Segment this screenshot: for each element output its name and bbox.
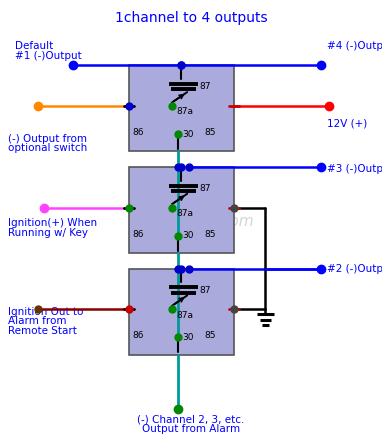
Text: 12V (+): 12V (+) bbox=[327, 119, 367, 129]
Text: Default: Default bbox=[15, 42, 53, 51]
Text: 30: 30 bbox=[182, 333, 194, 342]
Text: (-) Output from: (-) Output from bbox=[8, 134, 87, 144]
Text: #2 (-)Output: #2 (-)Output bbox=[327, 264, 382, 274]
Text: #4 (-)Output: #4 (-)Output bbox=[327, 42, 382, 51]
Text: 87: 87 bbox=[199, 184, 211, 193]
Text: 1channel to 4 outputs: 1channel to 4 outputs bbox=[115, 11, 267, 25]
Text: Alarm from: Alarm from bbox=[8, 316, 66, 326]
Text: 85: 85 bbox=[205, 331, 216, 340]
Text: 85: 85 bbox=[205, 229, 216, 239]
Text: Output from Alarm: Output from Alarm bbox=[142, 424, 240, 434]
Text: 87: 87 bbox=[199, 286, 211, 295]
Text: the12volt.com: the12volt.com bbox=[143, 213, 254, 229]
Text: (-) Channel 2, 3, etc.: (-) Channel 2, 3, etc. bbox=[137, 414, 245, 424]
Text: 87: 87 bbox=[199, 82, 211, 91]
Bar bbox=[129, 167, 234, 253]
Bar bbox=[129, 65, 234, 151]
Text: #3 (-)Output: #3 (-)Output bbox=[327, 164, 382, 174]
Text: 85: 85 bbox=[205, 128, 216, 137]
Text: 86: 86 bbox=[132, 128, 144, 137]
Text: 86: 86 bbox=[132, 331, 144, 340]
Text: Ignition(+) When: Ignition(+) When bbox=[8, 218, 97, 228]
Text: 87a: 87a bbox=[176, 311, 194, 320]
Text: 87a: 87a bbox=[176, 107, 194, 116]
Text: optional switch: optional switch bbox=[8, 143, 87, 153]
Text: Running w/ Key: Running w/ Key bbox=[8, 228, 87, 238]
Bar bbox=[129, 268, 234, 354]
Text: 30: 30 bbox=[182, 130, 194, 139]
Text: 87a: 87a bbox=[176, 209, 194, 218]
Text: #1 (-)Output: #1 (-)Output bbox=[15, 51, 82, 61]
Text: Remote Start: Remote Start bbox=[8, 326, 76, 335]
Text: 30: 30 bbox=[182, 231, 194, 240]
Text: 86: 86 bbox=[132, 229, 144, 239]
Text: Ignition Out to: Ignition Out to bbox=[8, 307, 83, 316]
